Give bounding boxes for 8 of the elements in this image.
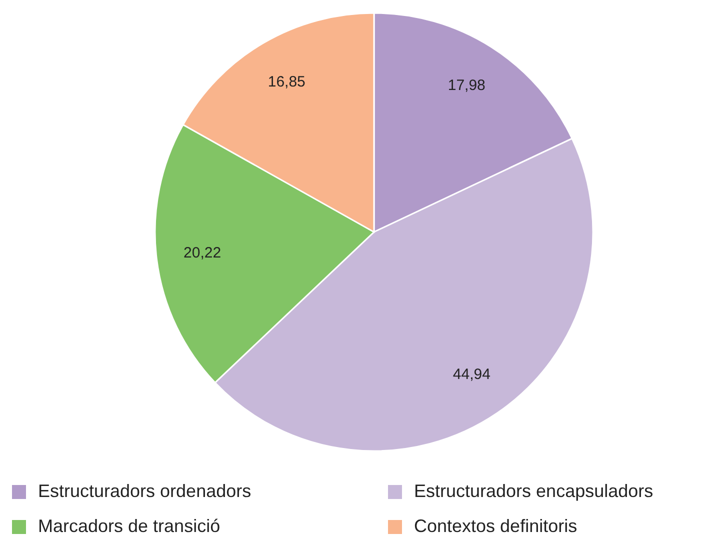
- legend-label: Marcadors de transició: [38, 516, 220, 536]
- legend-label: Estructuradors encapsuladors: [414, 480, 654, 501]
- data-label: 44,94: [452, 366, 490, 383]
- data-label: 20,22: [184, 244, 222, 262]
- legend-label: Contextos definitoris: [414, 516, 578, 536]
- data-label: 16,85: [268, 74, 306, 91]
- legend-label: Estructuradors ordenadors: [38, 480, 252, 501]
- data-label: 17,98: [448, 76, 486, 94]
